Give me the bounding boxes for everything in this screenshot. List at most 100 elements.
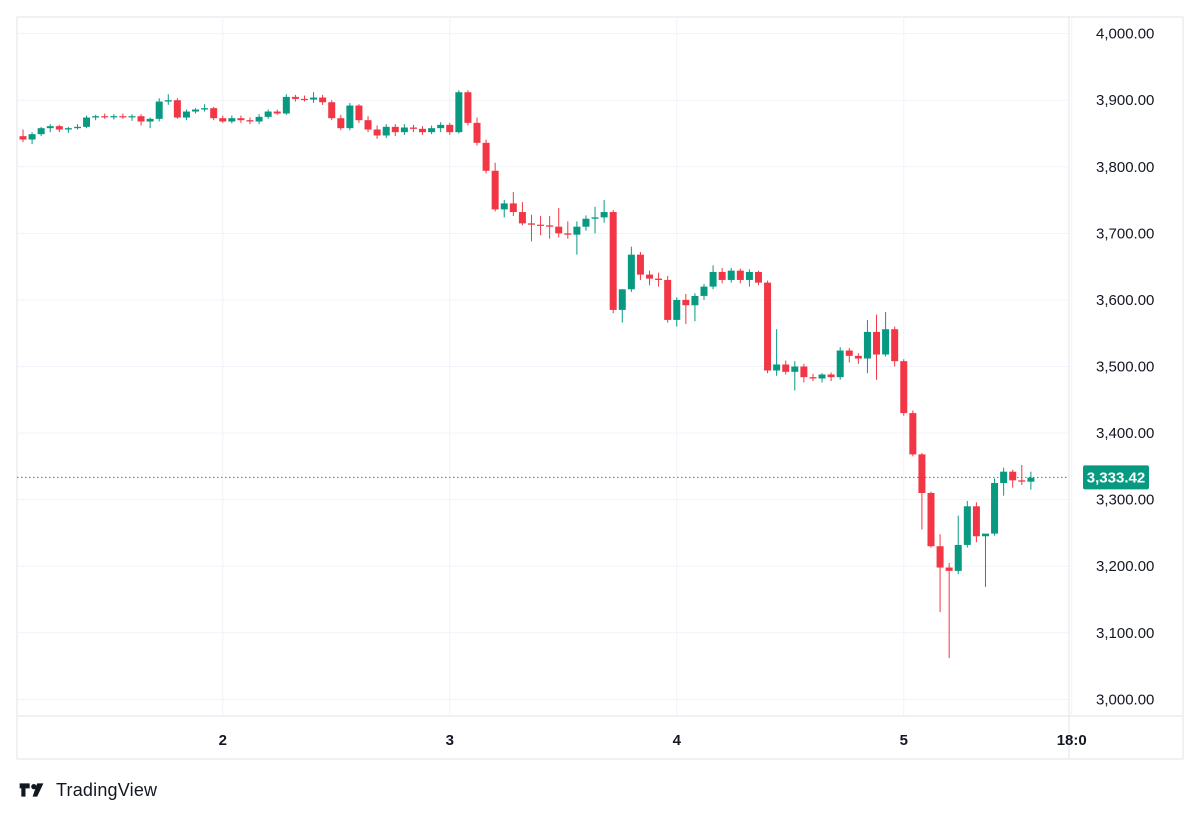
candle xyxy=(691,293,699,322)
candle xyxy=(764,280,772,374)
candle xyxy=(845,347,853,363)
candle xyxy=(300,95,308,102)
candle xyxy=(128,114,136,121)
candle-body xyxy=(355,105,363,121)
last-price-tag-background xyxy=(1083,465,1149,490)
candle-body xyxy=(900,361,908,414)
candle xyxy=(164,94,172,105)
candle xyxy=(981,533,989,587)
candle-body xyxy=(37,128,45,135)
candle-body xyxy=(1018,480,1026,482)
candle xyxy=(419,126,427,135)
candle-body xyxy=(346,105,354,129)
candle xyxy=(673,297,681,327)
candle-body xyxy=(754,271,762,283)
candle xyxy=(573,221,581,255)
candle xyxy=(382,124,390,139)
candle xyxy=(936,534,944,613)
candle-body xyxy=(609,212,617,310)
candle-body xyxy=(700,286,708,296)
price-axis[interactable]: 4,000.00 3,900.00 3,800.00 3,700.00 3,600.00… xyxy=(1096,26,1154,709)
candle-body xyxy=(373,129,381,136)
candle xyxy=(972,502,980,543)
candle xyxy=(827,372,835,382)
candle-body xyxy=(419,128,427,133)
candle-body xyxy=(909,413,917,455)
price-axis-tick-label: 4,000.00 xyxy=(1096,26,1154,43)
candle-body xyxy=(981,533,989,537)
candle xyxy=(101,113,109,119)
candle-body xyxy=(600,212,608,218)
candle xyxy=(237,115,245,123)
candle xyxy=(228,115,236,124)
candle-body xyxy=(882,329,890,355)
candle xyxy=(509,192,517,217)
last-price-tag-label: 3,333.42 xyxy=(1087,469,1145,486)
candle-body xyxy=(655,278,663,280)
candle-body xyxy=(1000,471,1008,483)
candle-body xyxy=(564,233,572,235)
candle xyxy=(409,124,417,133)
candle xyxy=(455,90,463,134)
candle xyxy=(55,124,63,133)
candle xyxy=(264,109,272,119)
candle xyxy=(555,208,563,238)
candle-body xyxy=(682,299,690,306)
candle-body xyxy=(28,134,36,140)
candles-series xyxy=(19,90,1035,659)
candle xyxy=(791,361,799,391)
candle xyxy=(518,202,526,226)
candle-body xyxy=(328,102,336,119)
candle-body xyxy=(64,128,72,130)
candle xyxy=(119,113,127,119)
price-axis-tick-label: 3,100.00 xyxy=(1096,625,1154,642)
candle-body xyxy=(255,116,263,122)
candle xyxy=(364,116,372,133)
candle xyxy=(1018,465,1026,485)
candle-body xyxy=(310,97,318,100)
candle xyxy=(337,114,345,131)
candle-body xyxy=(482,142,490,171)
candle xyxy=(291,94,299,102)
time-axis-tick-label: 18:0 xyxy=(1057,732,1087,749)
candle xyxy=(564,221,572,239)
candle-body xyxy=(918,454,926,493)
candle xyxy=(192,108,200,114)
candle-body xyxy=(963,506,971,545)
candle xyxy=(918,453,926,530)
candle-body xyxy=(791,366,799,372)
candle xyxy=(464,90,472,126)
candle xyxy=(609,210,617,314)
candle xyxy=(273,109,281,115)
candle-body xyxy=(873,331,881,355)
candle-body xyxy=(46,126,54,129)
candle-body xyxy=(537,224,545,226)
candle-body xyxy=(173,100,181,118)
candle xyxy=(800,363,808,383)
candle-body xyxy=(137,116,145,122)
candle xyxy=(863,319,871,374)
candle-body xyxy=(936,546,944,568)
candle-body xyxy=(764,282,772,371)
candle xyxy=(854,353,862,364)
candle-body xyxy=(527,223,535,225)
candle-body xyxy=(491,170,499,210)
candle xyxy=(201,104,209,112)
candle-body xyxy=(101,116,109,118)
candle xyxy=(282,94,290,115)
brand-logo[interactable]: TradingView xyxy=(18,778,157,802)
candle-body xyxy=(146,118,154,122)
time-axis[interactable]: 2 3 4 5 18:0 xyxy=(219,732,1087,749)
candle-body xyxy=(745,271,753,280)
candle-body xyxy=(273,111,281,114)
candle-body xyxy=(300,98,308,101)
candle xyxy=(636,251,644,280)
candle xyxy=(64,126,72,133)
candle-body xyxy=(736,270,744,280)
candle-body xyxy=(854,355,862,359)
candle-body xyxy=(92,116,100,118)
candle xyxy=(19,129,27,143)
candle-body xyxy=(291,96,299,99)
candle xyxy=(1009,469,1017,488)
candle xyxy=(664,275,672,323)
